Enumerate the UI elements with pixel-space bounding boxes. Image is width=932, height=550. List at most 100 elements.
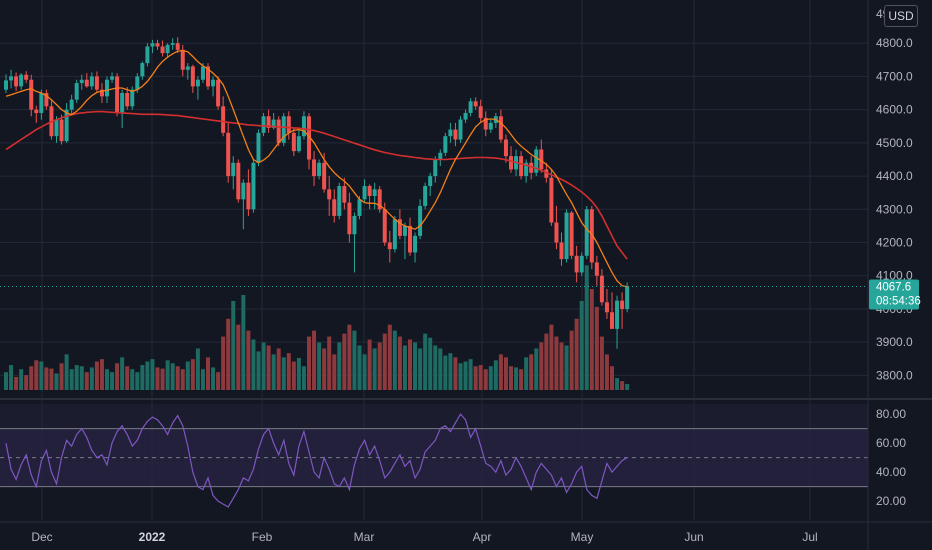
volume-bar [231,300,236,390]
candle-body [312,159,317,177]
candle-body [39,93,44,113]
candle-body [468,101,473,113]
volume-bar [145,361,150,390]
candle-body [488,122,493,130]
volume-bar [307,336,311,390]
volume-bar [79,366,84,390]
volume-bar [246,330,251,390]
candle-body [79,79,84,84]
candle-body [503,139,508,157]
candle-body [458,119,463,140]
volume-bar [115,363,120,390]
candle-body [342,186,347,203]
volume-bar [49,368,54,390]
candle-body [604,302,609,313]
candle-body [180,49,185,70]
volume-bar [175,366,180,390]
candle-body [190,66,195,87]
candle-body [574,255,579,273]
volume-bar [372,348,377,390]
volume-bar [89,367,94,390]
volume-bar [514,367,519,390]
volume-bar [39,361,44,390]
volume-bar [180,369,185,390]
candle-body [99,89,104,97]
candle-body [402,225,407,236]
candle-body [170,43,175,45]
volume-bar [468,359,473,390]
candle-body [362,186,367,200]
volume-bar [200,369,205,390]
volume-bar [29,366,34,390]
candle-body [327,189,332,200]
candle-body [221,106,226,133]
volume-bar [24,375,29,390]
volume-bar [473,366,478,390]
time-tick-label: Dec [31,530,52,544]
candle-body [286,116,291,133]
volume-bar [317,342,322,390]
volume-bar [483,369,488,390]
currency-button[interactable]: USD [884,5,918,27]
volume-bar [377,342,382,390]
candle-body [69,99,74,110]
volume-bar [266,345,271,390]
candle-body [413,235,418,253]
candle-body [125,93,130,107]
slow-moving-average-line [5,110,628,260]
candle-body [599,275,604,303]
volume-bar [549,324,554,390]
volume-bar [392,330,397,390]
volume-bar [574,318,579,390]
volume-bar [327,336,332,390]
volume-bar [84,372,89,390]
candle-body [483,117,488,130]
volume-bar [312,330,317,390]
candle-body [276,119,281,143]
candle-body [317,162,322,177]
volume-bar [19,369,24,390]
candle-body [549,177,554,223]
candle-body [89,76,94,87]
last-price-tag: 4067.6 08:54:36 [869,279,921,310]
volume-bar [74,365,79,390]
volume-bar [14,376,19,390]
time-axis[interactable]: Dec 2022 Feb Mar Apr May Jun Jul [0,521,932,544]
candle-body [519,156,524,177]
candle-body [29,79,34,110]
volume-bar [352,330,357,390]
candle-body [418,205,423,236]
candle-body [105,79,109,97]
volume-bar [387,324,392,390]
candle-body [589,209,594,263]
volume-bar [453,357,458,390]
candle-body [509,156,513,170]
moving-averages [0,49,868,288]
volume-bar [539,342,544,390]
volume-bar [463,361,468,390]
volume-bar [216,372,221,390]
price-tick-label: 4300.0 [876,202,913,216]
volume-bar [488,366,493,390]
candle-body [115,76,120,113]
price-tick-label: 4400.0 [876,169,913,183]
candle-body [584,209,589,256]
rsi-line [5,413,628,508]
time-tick-label: Mar [354,530,375,544]
candle-body [200,66,205,80]
price-axis[interactable]: 4800.0 4700.0 4600.0 4500.0 4400.0 4300.0 4200… [867,0,921,550]
volume-bar [64,354,69,390]
candle-body [185,66,190,70]
candle-body [347,202,352,235]
price-tick-label: 4600.0 [876,103,913,117]
price-tick-label: 4100.0 [876,269,913,283]
candle-body [271,119,276,128]
volume-bar [170,363,175,390]
candle-body [372,189,377,196]
volume-bar [544,333,549,390]
volume-bar [554,336,559,390]
volume-bar [433,345,438,390]
volume-bar [438,348,443,390]
volume-bar [69,369,74,390]
